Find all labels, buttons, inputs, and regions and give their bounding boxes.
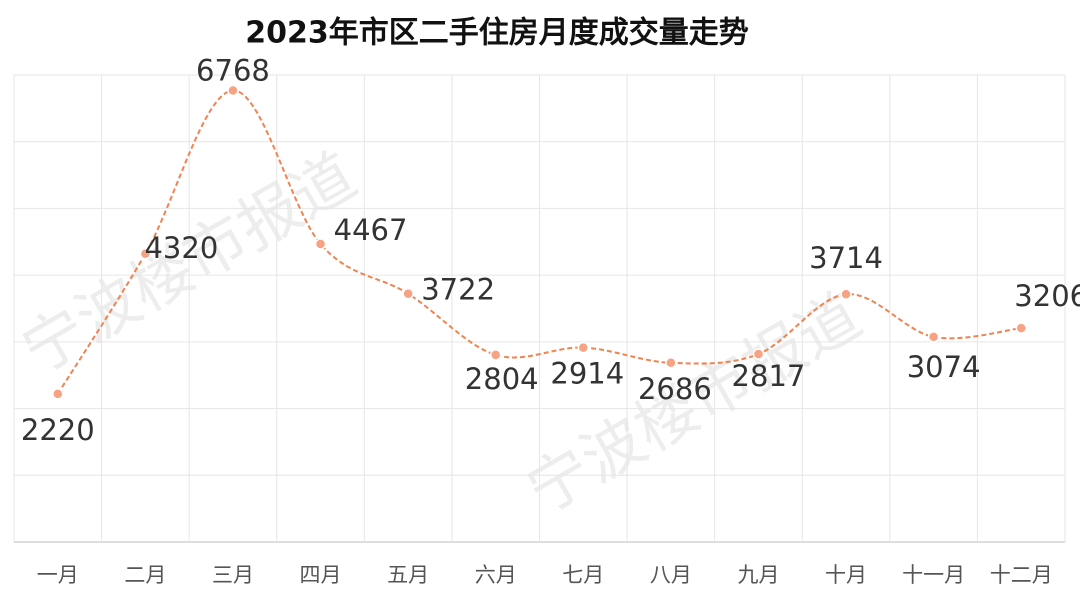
data-point	[402, 287, 414, 300]
data-label: 2686	[638, 372, 712, 406]
data-label: 2914	[550, 357, 624, 391]
x-tick-label: 七月	[562, 563, 604, 587]
data-label: 2220	[21, 413, 95, 447]
plot-area: 一月 二月 三月 四月 五月 六月 七月 八月 九月 十月 十一月 十二月 2220 4320 6768 44…	[13, 53, 1080, 587]
data-point	[1015, 322, 1027, 334]
x-tick-label: 十一月	[902, 563, 965, 587]
data-label: 2804	[465, 362, 539, 396]
x-tick-label: 九月	[737, 563, 779, 587]
data-point	[840, 288, 852, 300]
x-tick-label: 五月	[387, 563, 429, 587]
x-tick-label: 八月	[650, 563, 692, 587]
x-tick-label: 六月	[475, 563, 517, 587]
x-tick-label: 十月	[825, 563, 867, 587]
data-point	[489, 349, 502, 361]
data-label: 3714	[809, 241, 883, 275]
data-point	[577, 341, 590, 354]
data-label: 2817	[732, 359, 806, 393]
data-point	[665, 357, 677, 369]
data-label: 6768	[196, 53, 270, 87]
data-point	[227, 84, 239, 97]
data-point	[52, 388, 64, 400]
data-label: 4467	[334, 213, 408, 247]
data-point	[314, 238, 327, 250]
data-point	[139, 248, 152, 260]
x-tick-label: 三月	[212, 563, 254, 587]
data-label: 4320	[144, 231, 218, 265]
chart-title: 2023年市区二手住房月度成交量走势	[245, 16, 749, 51]
data-label: 3722	[421, 273, 495, 307]
data-point	[927, 331, 940, 343]
x-tick-label: 四月	[300, 563, 342, 587]
x-tick-label: 十二月	[990, 563, 1053, 587]
data-label: 3206	[1014, 279, 1080, 313]
data-point	[752, 348, 765, 360]
x-tick-label: 二月	[124, 563, 166, 587]
x-tick-label: 一月	[37, 563, 79, 587]
data-label: 3074	[907, 350, 981, 384]
